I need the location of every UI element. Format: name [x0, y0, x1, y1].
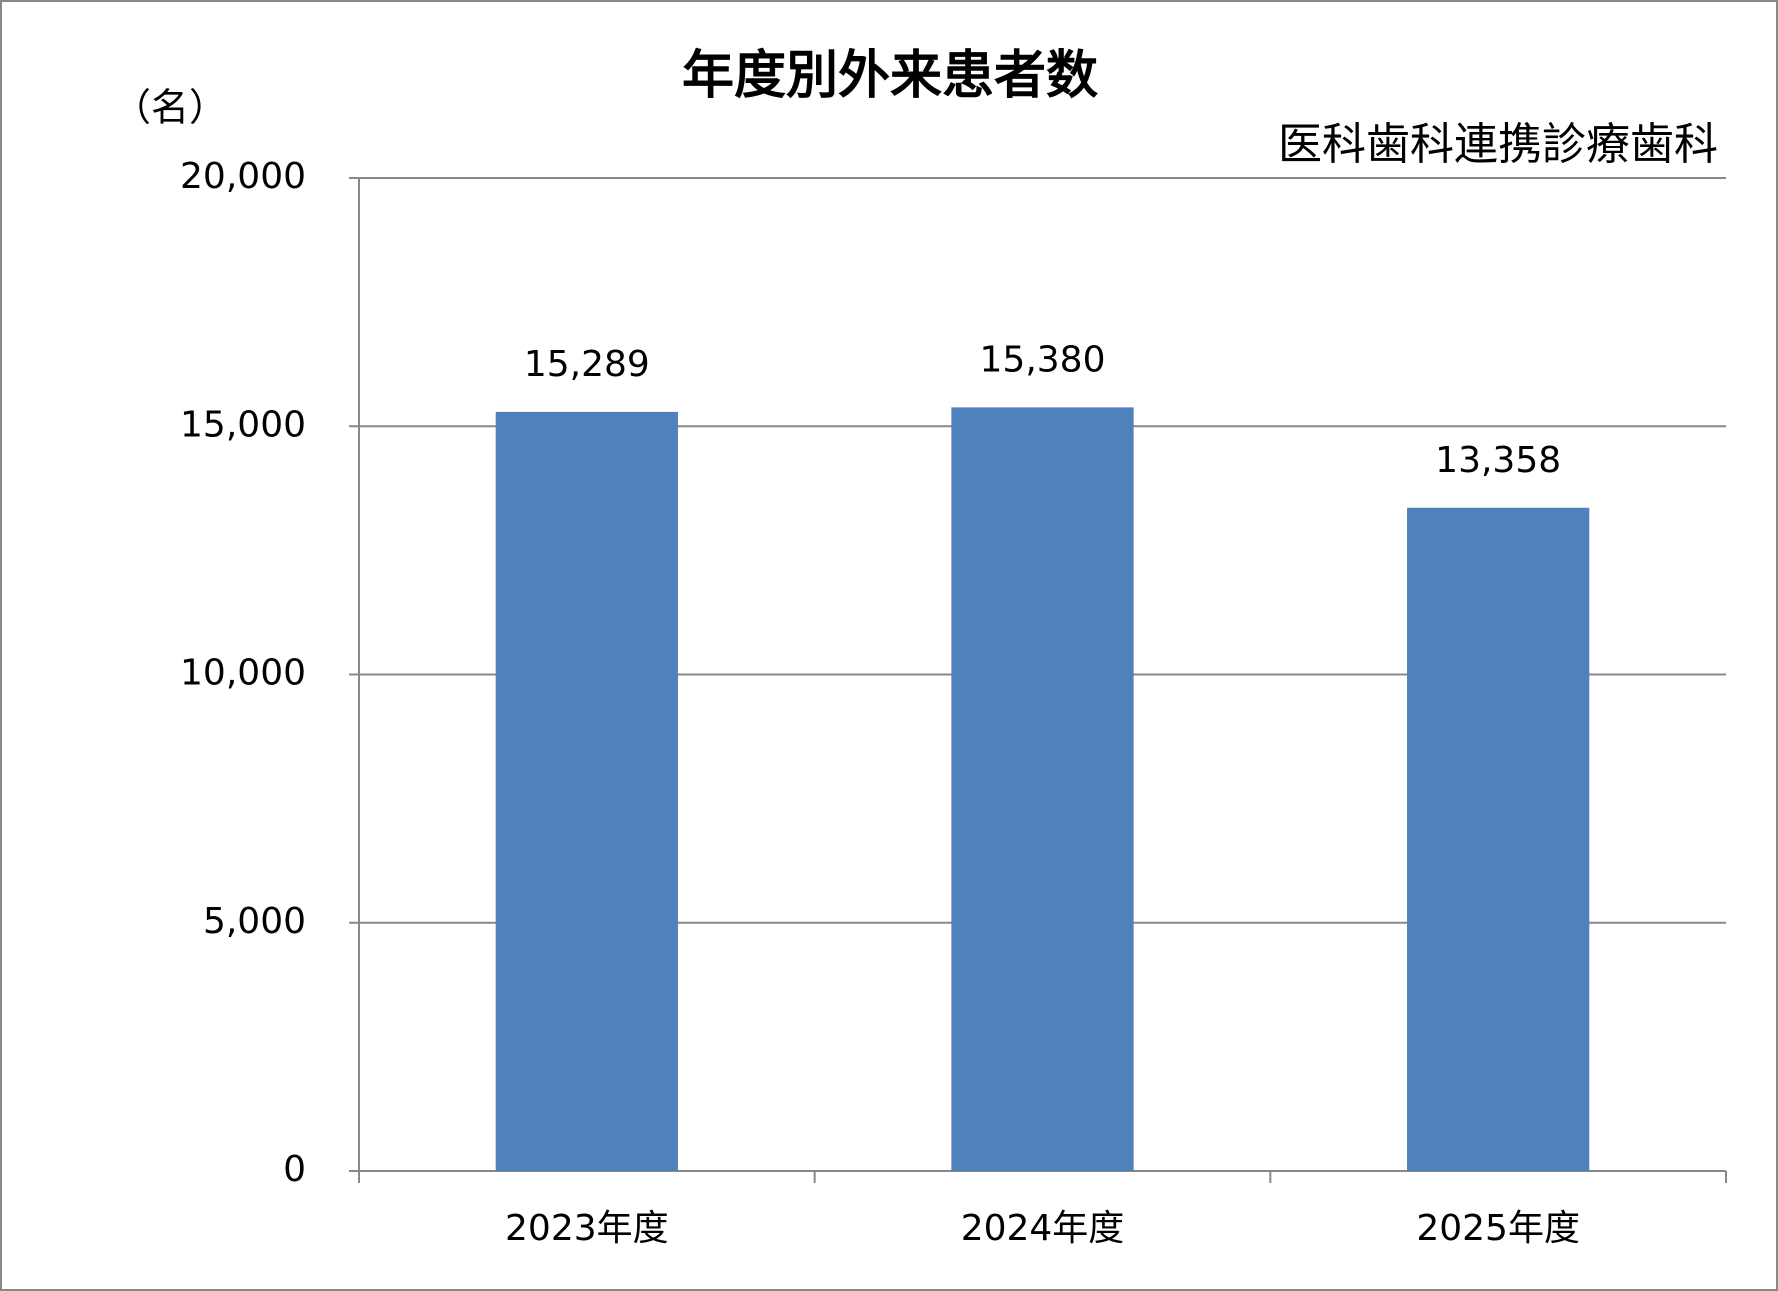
x-tick-label: 2023年度: [505, 1208, 669, 1249]
bar: [495, 411, 678, 1172]
y-tick-label: 0: [283, 1149, 306, 1190]
y-tick-label: 15,000: [180, 404, 306, 445]
chart-title: 年度別外来患者数: [682, 46, 1098, 106]
y-tick-label: 5,000: [203, 901, 306, 942]
data-label: 13,358: [1435, 440, 1561, 481]
data-label: 15,289: [524, 344, 650, 385]
data-label: 15,380: [980, 339, 1106, 380]
x-tick-label: 2024年度: [961, 1208, 1125, 1249]
bar: [951, 407, 1134, 1171]
bar: [1407, 507, 1590, 1172]
y-axis-label: （名）: [113, 86, 227, 130]
y-tick-label: 20,000: [180, 156, 306, 197]
x-tick-label: 2025年度: [1416, 1208, 1580, 1249]
y-tick-label: 10,000: [180, 653, 306, 694]
chart-subtitle: 医科歯科連携診療歯科: [1278, 119, 1718, 170]
